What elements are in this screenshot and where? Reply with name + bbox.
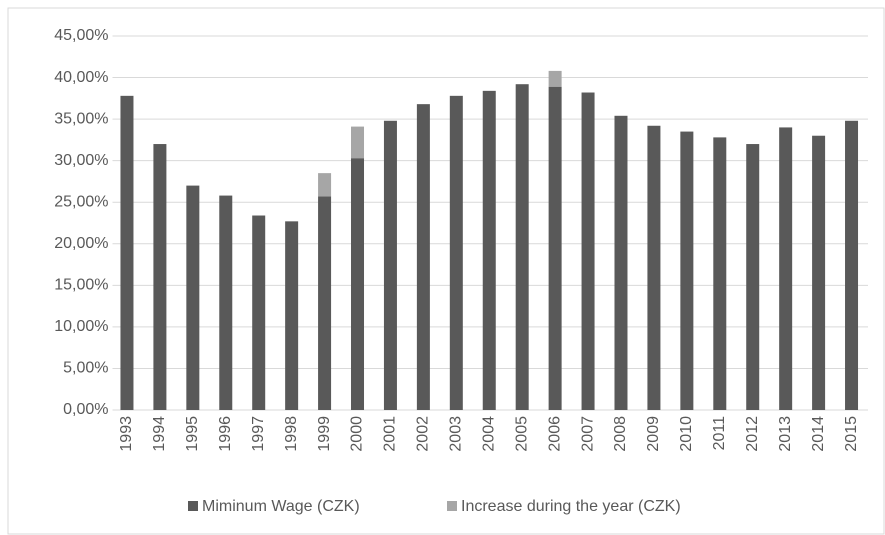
legend-swatch [447, 501, 457, 511]
bar-segment [318, 196, 332, 410]
bar-segment [449, 95, 463, 410]
bar-segment [680, 131, 694, 411]
x-tick-label: 1993 [118, 416, 135, 452]
bar-segment [713, 137, 727, 410]
x-tick-label: 2015 [843, 416, 860, 452]
x-tick-label: 2007 [579, 416, 596, 452]
bar-segment [812, 135, 826, 410]
chart-frame [7, 7, 885, 535]
y-tick-label: 40,00% [54, 69, 108, 86]
x-tick-label: 2002 [415, 416, 432, 452]
y-tick-label: 45,00% [54, 27, 108, 44]
bar-segment [779, 127, 793, 410]
bar-segment [746, 144, 760, 411]
bar-segment [614, 115, 628, 410]
x-tick-label: 2010 [678, 416, 695, 452]
x-tick-label: 1994 [151, 416, 168, 452]
x-tick-label: 2009 [645, 416, 662, 452]
x-tick-label: 1999 [316, 416, 333, 452]
bar-segment [581, 92, 595, 410]
bar-segment [351, 126, 365, 159]
x-tick-label: 2013 [777, 416, 794, 452]
x-tick-label: 1997 [250, 416, 267, 452]
legend-label: Increase during the year (CZK) [461, 498, 681, 515]
x-tick-label: 1998 [283, 416, 300, 452]
x-tick-label: 1996 [217, 416, 234, 452]
x-tick-label: 1995 [184, 416, 201, 452]
x-tick-label: 2004 [480, 416, 497, 452]
y-tick-label: 25,00% [54, 193, 108, 210]
bar-segment [285, 221, 299, 410]
bar-segment [351, 158, 365, 410]
y-tick-label: 15,00% [54, 277, 108, 294]
x-tick-label: 2008 [612, 416, 629, 452]
y-tick-label: 5,00% [63, 360, 108, 377]
bar-segment [153, 144, 167, 411]
y-tick-label: 0,00% [63, 401, 108, 418]
bar-segment [318, 173, 332, 197]
bar-segment [647, 125, 661, 410]
y-tick-label: 30,00% [54, 152, 108, 169]
bar-segment [120, 95, 134, 410]
legend-swatch [188, 501, 198, 511]
y-tick-label: 20,00% [54, 235, 108, 252]
y-tick-label: 35,00% [54, 110, 108, 127]
x-tick-label: 2000 [349, 416, 366, 452]
y-tick-label: 10,00% [54, 318, 108, 335]
x-tick-label: 2005 [513, 416, 530, 452]
bar-segment [416, 104, 430, 410]
bar-segment [252, 215, 266, 410]
bar-segment [548, 70, 562, 87]
bar-segment [482, 90, 496, 410]
legend-label: Miminum Wage (CZK) [202, 498, 360, 515]
bar-segment [219, 195, 233, 410]
x-tick-label: 2001 [382, 416, 399, 452]
bar-segment [186, 185, 200, 410]
x-tick-label: 2014 [810, 416, 827, 452]
bar-segment [383, 120, 397, 411]
bar-segment [548, 86, 562, 410]
x-tick-label: 2012 [744, 416, 761, 452]
x-tick-label: 2011 [711, 416, 728, 451]
x-tick-label: 2006 [546, 416, 563, 452]
bar-segment [515, 84, 529, 411]
x-tick-label: 2003 [448, 416, 465, 452]
bar-segment [845, 120, 859, 411]
